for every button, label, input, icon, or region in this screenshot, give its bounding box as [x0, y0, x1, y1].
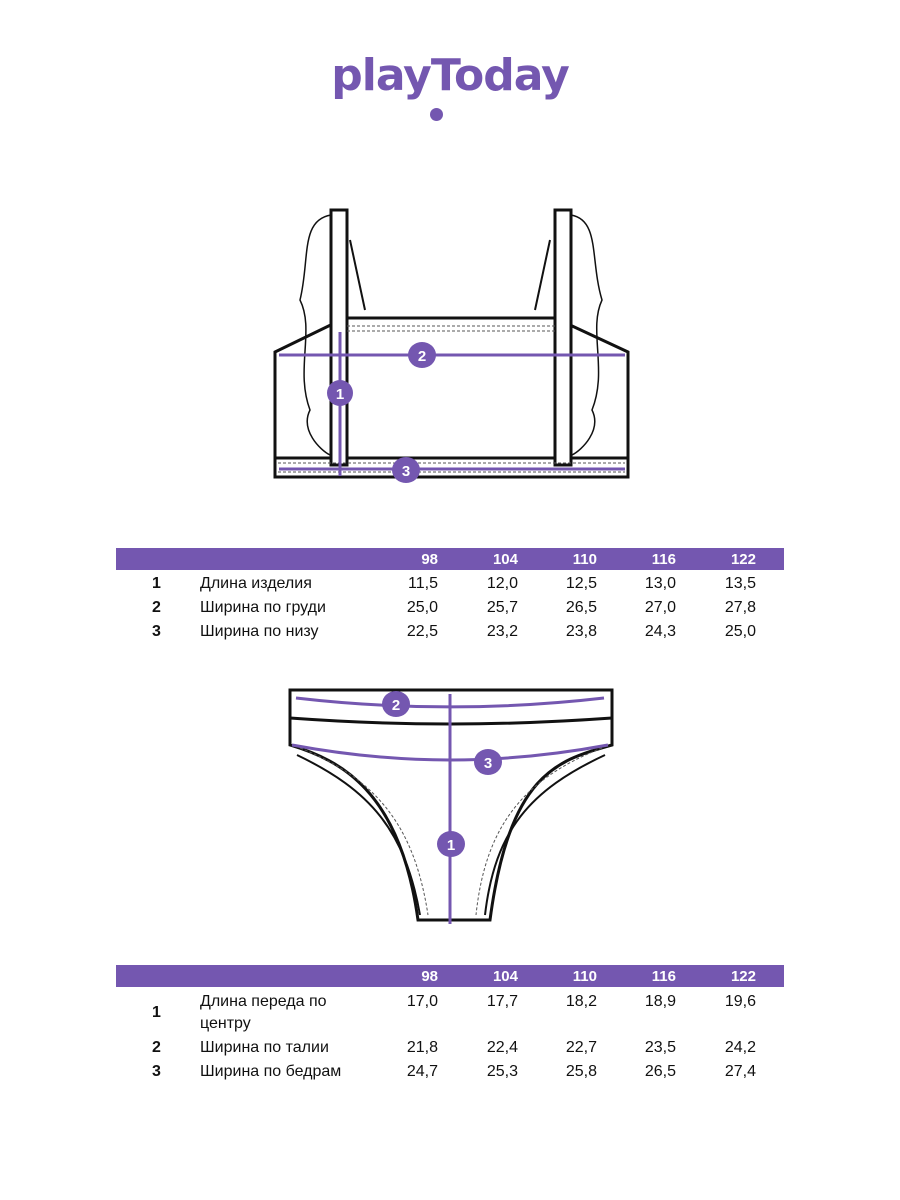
size-col: 98 [421, 551, 438, 568]
logo-dot [430, 108, 443, 121]
row-value: 22,5 [406, 623, 438, 640]
row-value: 25,3 [486, 1063, 518, 1080]
row-value: 17,0 [406, 993, 438, 1010]
size-col: 116 [651, 968, 676, 985]
briefs-marker-1: 1 [447, 837, 455, 854]
row-value: 18,9 [644, 993, 676, 1010]
row-value: 27,0 [644, 599, 676, 616]
briefs-size-table: 98 104 110 116 122 1 Длина переда по цент… [116, 965, 784, 1085]
row-number: 1 [152, 575, 161, 592]
table-row: 2 Ширина по талии 21,8 22,4 22,7 23,5 24,2 [116, 1037, 784, 1061]
briefs-marker-2: 2 [392, 697, 400, 714]
row-value: 27,8 [724, 599, 756, 616]
row-value: 25,0 [406, 599, 438, 616]
row-value: 19,6 [724, 993, 756, 1010]
row-label: Ширина по низу [200, 623, 319, 640]
brand-logo: playToday [331, 50, 570, 101]
table-row: 1 Длина переда по центру 17,0 17,7 18,2 18,9 1… [116, 991, 784, 1037]
row-value: 13,5 [724, 575, 756, 592]
row-value: 18,2 [565, 993, 597, 1010]
size-col: 104 [492, 551, 518, 568]
row-number: 1 [152, 1004, 161, 1021]
top-size-table: 98 104 110 116 122 1 Длина изделия 11,5 12,… [116, 548, 784, 645]
row-value: 11,5 [408, 575, 438, 592]
row-value: 22,7 [565, 1039, 597, 1056]
row-label: Ширина по груди [200, 599, 326, 616]
size-col: 122 [730, 968, 756, 985]
row-value: 24,3 [644, 623, 676, 640]
row-value: 24,2 [724, 1039, 756, 1056]
row-label: Длина изделия [200, 575, 312, 592]
briefs-marker-3: 3 [484, 755, 492, 772]
size-col: 110 [572, 551, 597, 568]
row-value: 12,0 [486, 575, 518, 592]
row-value: 23,2 [486, 623, 518, 640]
row-value: 23,8 [565, 623, 597, 640]
row-value: 12,5 [565, 575, 597, 592]
row-value: 27,4 [724, 1063, 756, 1080]
size-col: 122 [730, 551, 756, 568]
marker-3: 3 [402, 463, 410, 480]
size-col: 110 [572, 968, 597, 985]
row-value: 25,8 [565, 1063, 597, 1080]
row-value: 17,7 [486, 993, 518, 1010]
row-value: 24,7 [406, 1063, 438, 1080]
row-number: 3 [152, 623, 161, 640]
row-label: Длина переда по центру [200, 993, 327, 1032]
table-row: 2 Ширина по груди 25,0 25,7 26,5 27,0 27,8 [116, 597, 784, 621]
row-value: 25,7 [486, 599, 518, 616]
marker-1: 1 [336, 386, 344, 403]
size-col: 98 [421, 968, 438, 985]
row-value: 21,8 [406, 1039, 438, 1056]
row-number: 2 [152, 599, 161, 616]
row-value: 22,4 [486, 1039, 518, 1056]
row-number: 3 [152, 1063, 161, 1080]
row-value: 26,5 [565, 599, 597, 616]
row-label: Ширина по бедрам [200, 1063, 342, 1080]
row-value: 13,0 [644, 575, 676, 592]
row-number: 2 [152, 1039, 161, 1056]
table-row: 3 Ширина по низу 22,5 23,2 23,8 24,3 25,0 [116, 621, 784, 645]
row-value: 26,5 [644, 1063, 676, 1080]
size-col: 104 [492, 968, 518, 985]
marker-2: 2 [418, 348, 426, 365]
table-row: 3 Ширина по бедрам 24,7 25,3 25,8 26,5 27,4 [116, 1061, 784, 1085]
table-header: 98 104 110 116 122 [116, 548, 784, 570]
table-header: 98 104 110 116 122 [116, 965, 784, 987]
size-col: 116 [651, 551, 676, 568]
row-value: 23,5 [644, 1039, 676, 1056]
table-row: 1 Длина изделия 11,5 12,0 12,5 13,0 13,5 [116, 573, 784, 597]
row-value: 25,0 [724, 623, 756, 640]
row-label: Ширина по талии [200, 1039, 329, 1056]
